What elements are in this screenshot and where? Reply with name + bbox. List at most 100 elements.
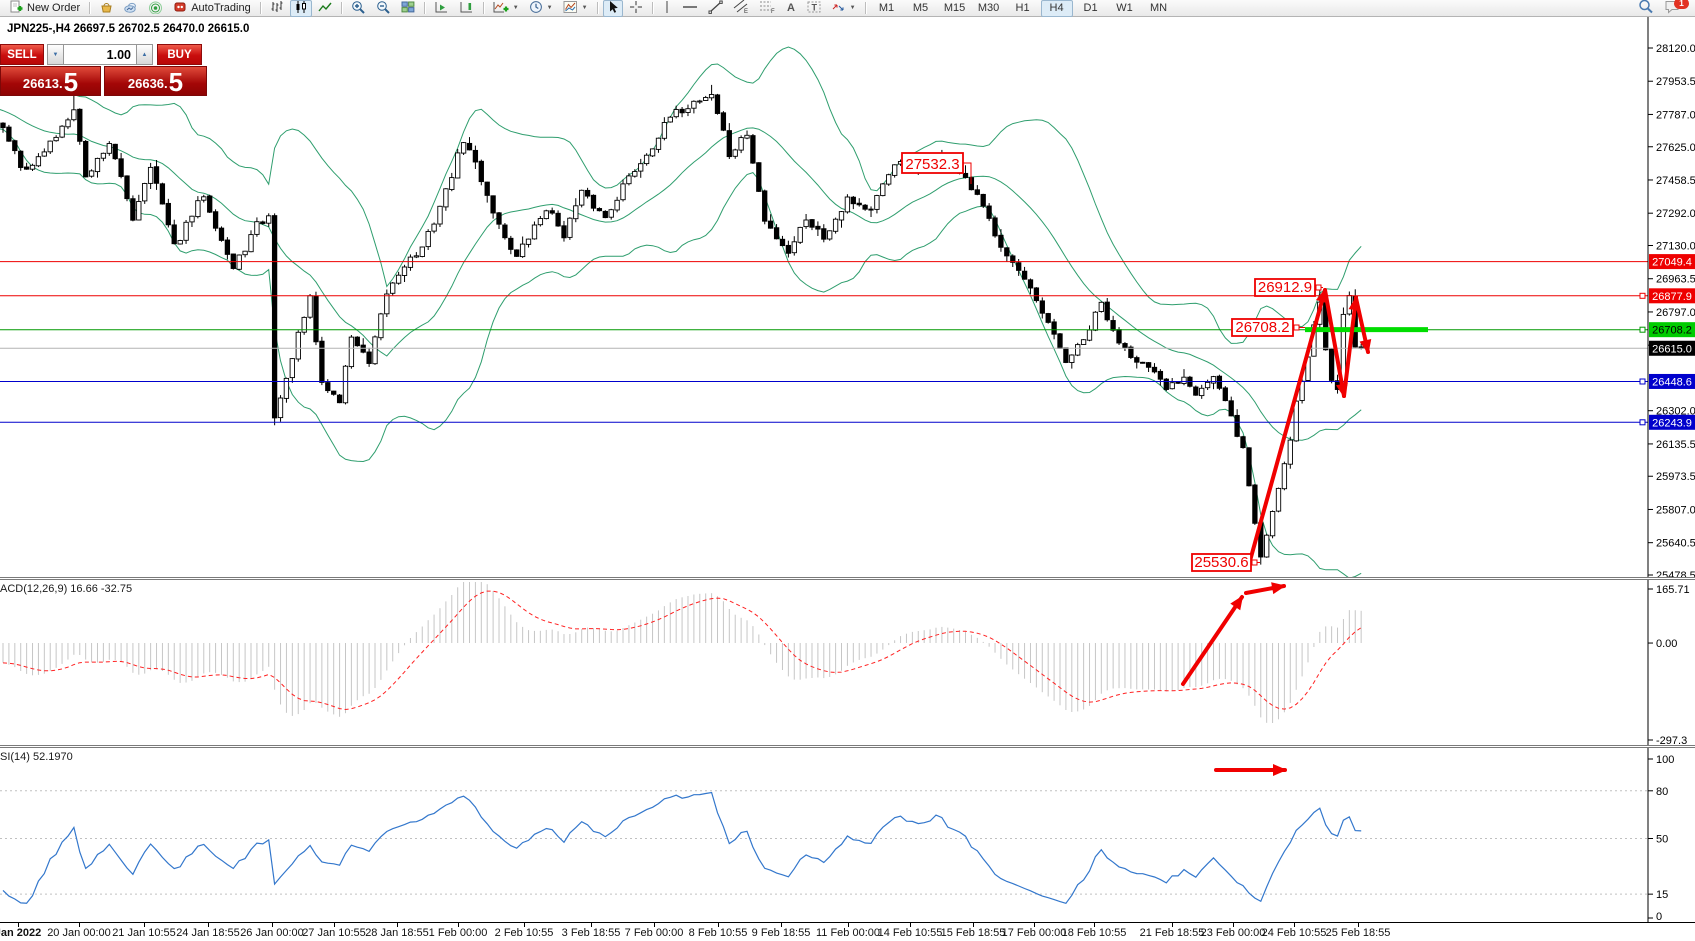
timeframe-m1[interactable]: M1	[878, 2, 895, 14]
notifications-button[interactable]: 1	[1660, 0, 1689, 17]
trend-arrow[interactable]	[1244, 582, 1286, 595]
sell-price[interactable]: 26613. 5	[0, 66, 101, 96]
candlestick-chart-button[interactable]	[289, 0, 312, 17]
chevron-down-icon: ▼	[581, 5, 588, 11]
zoom-in-button[interactable]	[347, 0, 370, 17]
auto-scroll-button[interactable]	[430, 0, 453, 17]
rsi-tick-label: 15	[1656, 889, 1668, 901]
trendline-tool-button[interactable]	[704, 0, 727, 17]
one-click-trading-panel: SELL ▼ ▲ BUY 26613.5 26636.5	[0, 44, 207, 96]
timeframe-h1[interactable]: H1	[1015, 2, 1030, 14]
chart-shift-icon	[459, 0, 474, 17]
timeframe-w1[interactable]: W1	[1116, 2, 1133, 14]
price-tick-label: 27625.0	[1656, 142, 1695, 154]
macd-label: ACD(12,26,9) 16.66 -32.75	[0, 583, 133, 595]
svg-text:26708.2: 26708.2	[1235, 319, 1289, 336]
timeframe-m15[interactable]: M15	[943, 2, 966, 14]
volume-increase-button[interactable]: ▲	[136, 44, 153, 65]
cursor-tool-button[interactable]	[602, 0, 623, 17]
time-label: 17 Feb 00:00	[1001, 927, 1067, 939]
time-label: 21 Feb 18:55	[1139, 927, 1205, 939]
vertical-line-tool-button[interactable]	[658, 0, 676, 17]
time-tick	[781, 923, 782, 927]
macd-histogram	[2, 582, 1362, 723]
fibonacci-tool-button[interactable]: F	[755, 0, 779, 17]
toolbar-separator	[89, 2, 91, 14]
pane-splitter[interactable]	[0, 745, 1695, 748]
templates-button[interactable]: ▼	[559, 0, 592, 17]
horizontal-line-tool-button[interactable]	[678, 0, 702, 17]
time-label: 27 Jan 10:55	[302, 927, 366, 939]
buy-button[interactable]: BUY	[157, 44, 202, 65]
search-button[interactable]	[1634, 0, 1658, 17]
new-order-button[interactable]: New Order	[5, 0, 84, 17]
rsi-tick-label: 100	[1656, 754, 1674, 766]
trend-arrow[interactable]	[1181, 595, 1244, 686]
macd-tick-label: 165.71	[1656, 584, 1690, 596]
time-label: 15 Feb 18:55	[940, 927, 1006, 939]
zoom-in-icon	[351, 0, 366, 17]
price-tick-label: 26963.5	[1656, 274, 1695, 286]
time-tick	[1034, 923, 1035, 927]
pane-splitter[interactable]	[0, 577, 1695, 580]
bar-chart-button[interactable]	[266, 0, 288, 17]
timeframe-m30[interactable]: M30	[977, 2, 1000, 14]
price-tick-label: 26302.0	[1656, 406, 1695, 418]
arrows-tool-button[interactable]: ▼	[827, 0, 860, 17]
volume-decrease-button[interactable]: ▼	[47, 44, 64, 65]
price-annotation-26912.9[interactable]: 26912.9	[1254, 278, 1323, 297]
fibonacci-icon: F	[759, 0, 775, 17]
timeframe-h4[interactable]: H4	[1040, 0, 1073, 17]
svg-text:26243.9: 26243.9	[1652, 417, 1692, 429]
signals-button[interactable]	[144, 0, 167, 17]
trend-arrow[interactable]	[1354, 296, 1372, 354]
trend-arrow[interactable]	[1342, 296, 1361, 398]
toolbar-separator	[482, 2, 484, 14]
chevron-down-icon: ▼	[546, 5, 553, 11]
chart-shift-button[interactable]	[455, 0, 478, 17]
price-tick-label: 25807.0	[1656, 504, 1695, 516]
svg-text:26912.9: 26912.9	[1258, 279, 1312, 296]
price-annotation-27532.3[interactable]: 27532.3	[901, 152, 972, 184]
price-annotation-25530.6[interactable]: 25530.6	[1191, 553, 1260, 572]
trend-arrow[interactable]	[1323, 288, 1348, 398]
timeframe-m5[interactable]: M5	[912, 2, 929, 14]
new-order-label: New Order	[27, 2, 81, 14]
chart-title: JPN225-,H4 26697.5 26702.5 26470.0 26615…	[7, 23, 250, 35]
trendline-icon	[708, 0, 723, 17]
text-label-tool-button[interactable]: T	[803, 0, 825, 17]
svg-text:25530.6: 25530.6	[1194, 554, 1248, 571]
time-label: 7 Feb 00:00	[624, 927, 684, 939]
channel-tool-button[interactable]: E	[729, 0, 753, 17]
time-label: 1 Feb 00:00	[428, 927, 488, 939]
timeframe-d1[interactable]: D1	[1083, 2, 1098, 14]
timeframe-group: M1 M5 M15 M30 H1 H4 D1 W1 MN	[870, 0, 1176, 17]
time-tick	[654, 923, 655, 927]
time-label: 8 Feb 10:55	[688, 927, 748, 939]
payments-button[interactable]	[95, 0, 117, 17]
autotrading-button[interactable]: AutoTrading	[169, 0, 255, 17]
volume-input[interactable]	[64, 44, 136, 65]
market-cloud-button[interactable]	[119, 0, 142, 17]
bollinger-upper	[0, 46, 1362, 344]
sell-button[interactable]: SELL	[0, 44, 44, 65]
indicators-button[interactable]: ▼	[489, 0, 523, 17]
time-tick	[144, 923, 145, 927]
trend-arrow[interactable]	[1246, 288, 1328, 570]
line-chart-button[interactable]	[314, 0, 336, 17]
macd-tick-label: -297.3	[1656, 735, 1687, 745]
vertical-line-icon	[662, 0, 672, 17]
periods-button[interactable]: ▼	[525, 0, 557, 17]
price-tick-label: 25973.5	[1656, 471, 1695, 483]
buy-price[interactable]: 26636. 5	[104, 66, 207, 96]
bollinger-lower	[0, 128, 1362, 577]
price-tick-label: 27787.0	[1656, 109, 1695, 121]
crosshair-tool-button[interactable]	[625, 0, 647, 17]
price-annotation-26708.2[interactable]: 26708.2	[1231, 318, 1305, 337]
text-tool-button[interactable]: A	[781, 0, 801, 17]
tile-windows-button[interactable]	[397, 0, 419, 17]
hline-anchor	[1639, 378, 1646, 385]
timeframe-mn[interactable]: MN	[1149, 2, 1168, 14]
zoom-out-button[interactable]	[372, 0, 395, 17]
